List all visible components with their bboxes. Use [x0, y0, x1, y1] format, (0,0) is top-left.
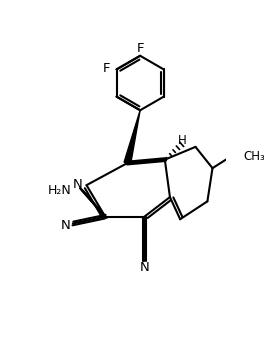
Text: CH₃: CH₃ — [243, 150, 264, 163]
Text: N: N — [72, 178, 82, 191]
Text: H₂N: H₂N — [48, 184, 71, 197]
Text: F: F — [103, 62, 110, 75]
Text: N: N — [140, 261, 149, 274]
Text: H: H — [177, 135, 186, 147]
Polygon shape — [124, 110, 140, 164]
Text: F: F — [137, 43, 145, 55]
Text: N: N — [61, 219, 71, 232]
